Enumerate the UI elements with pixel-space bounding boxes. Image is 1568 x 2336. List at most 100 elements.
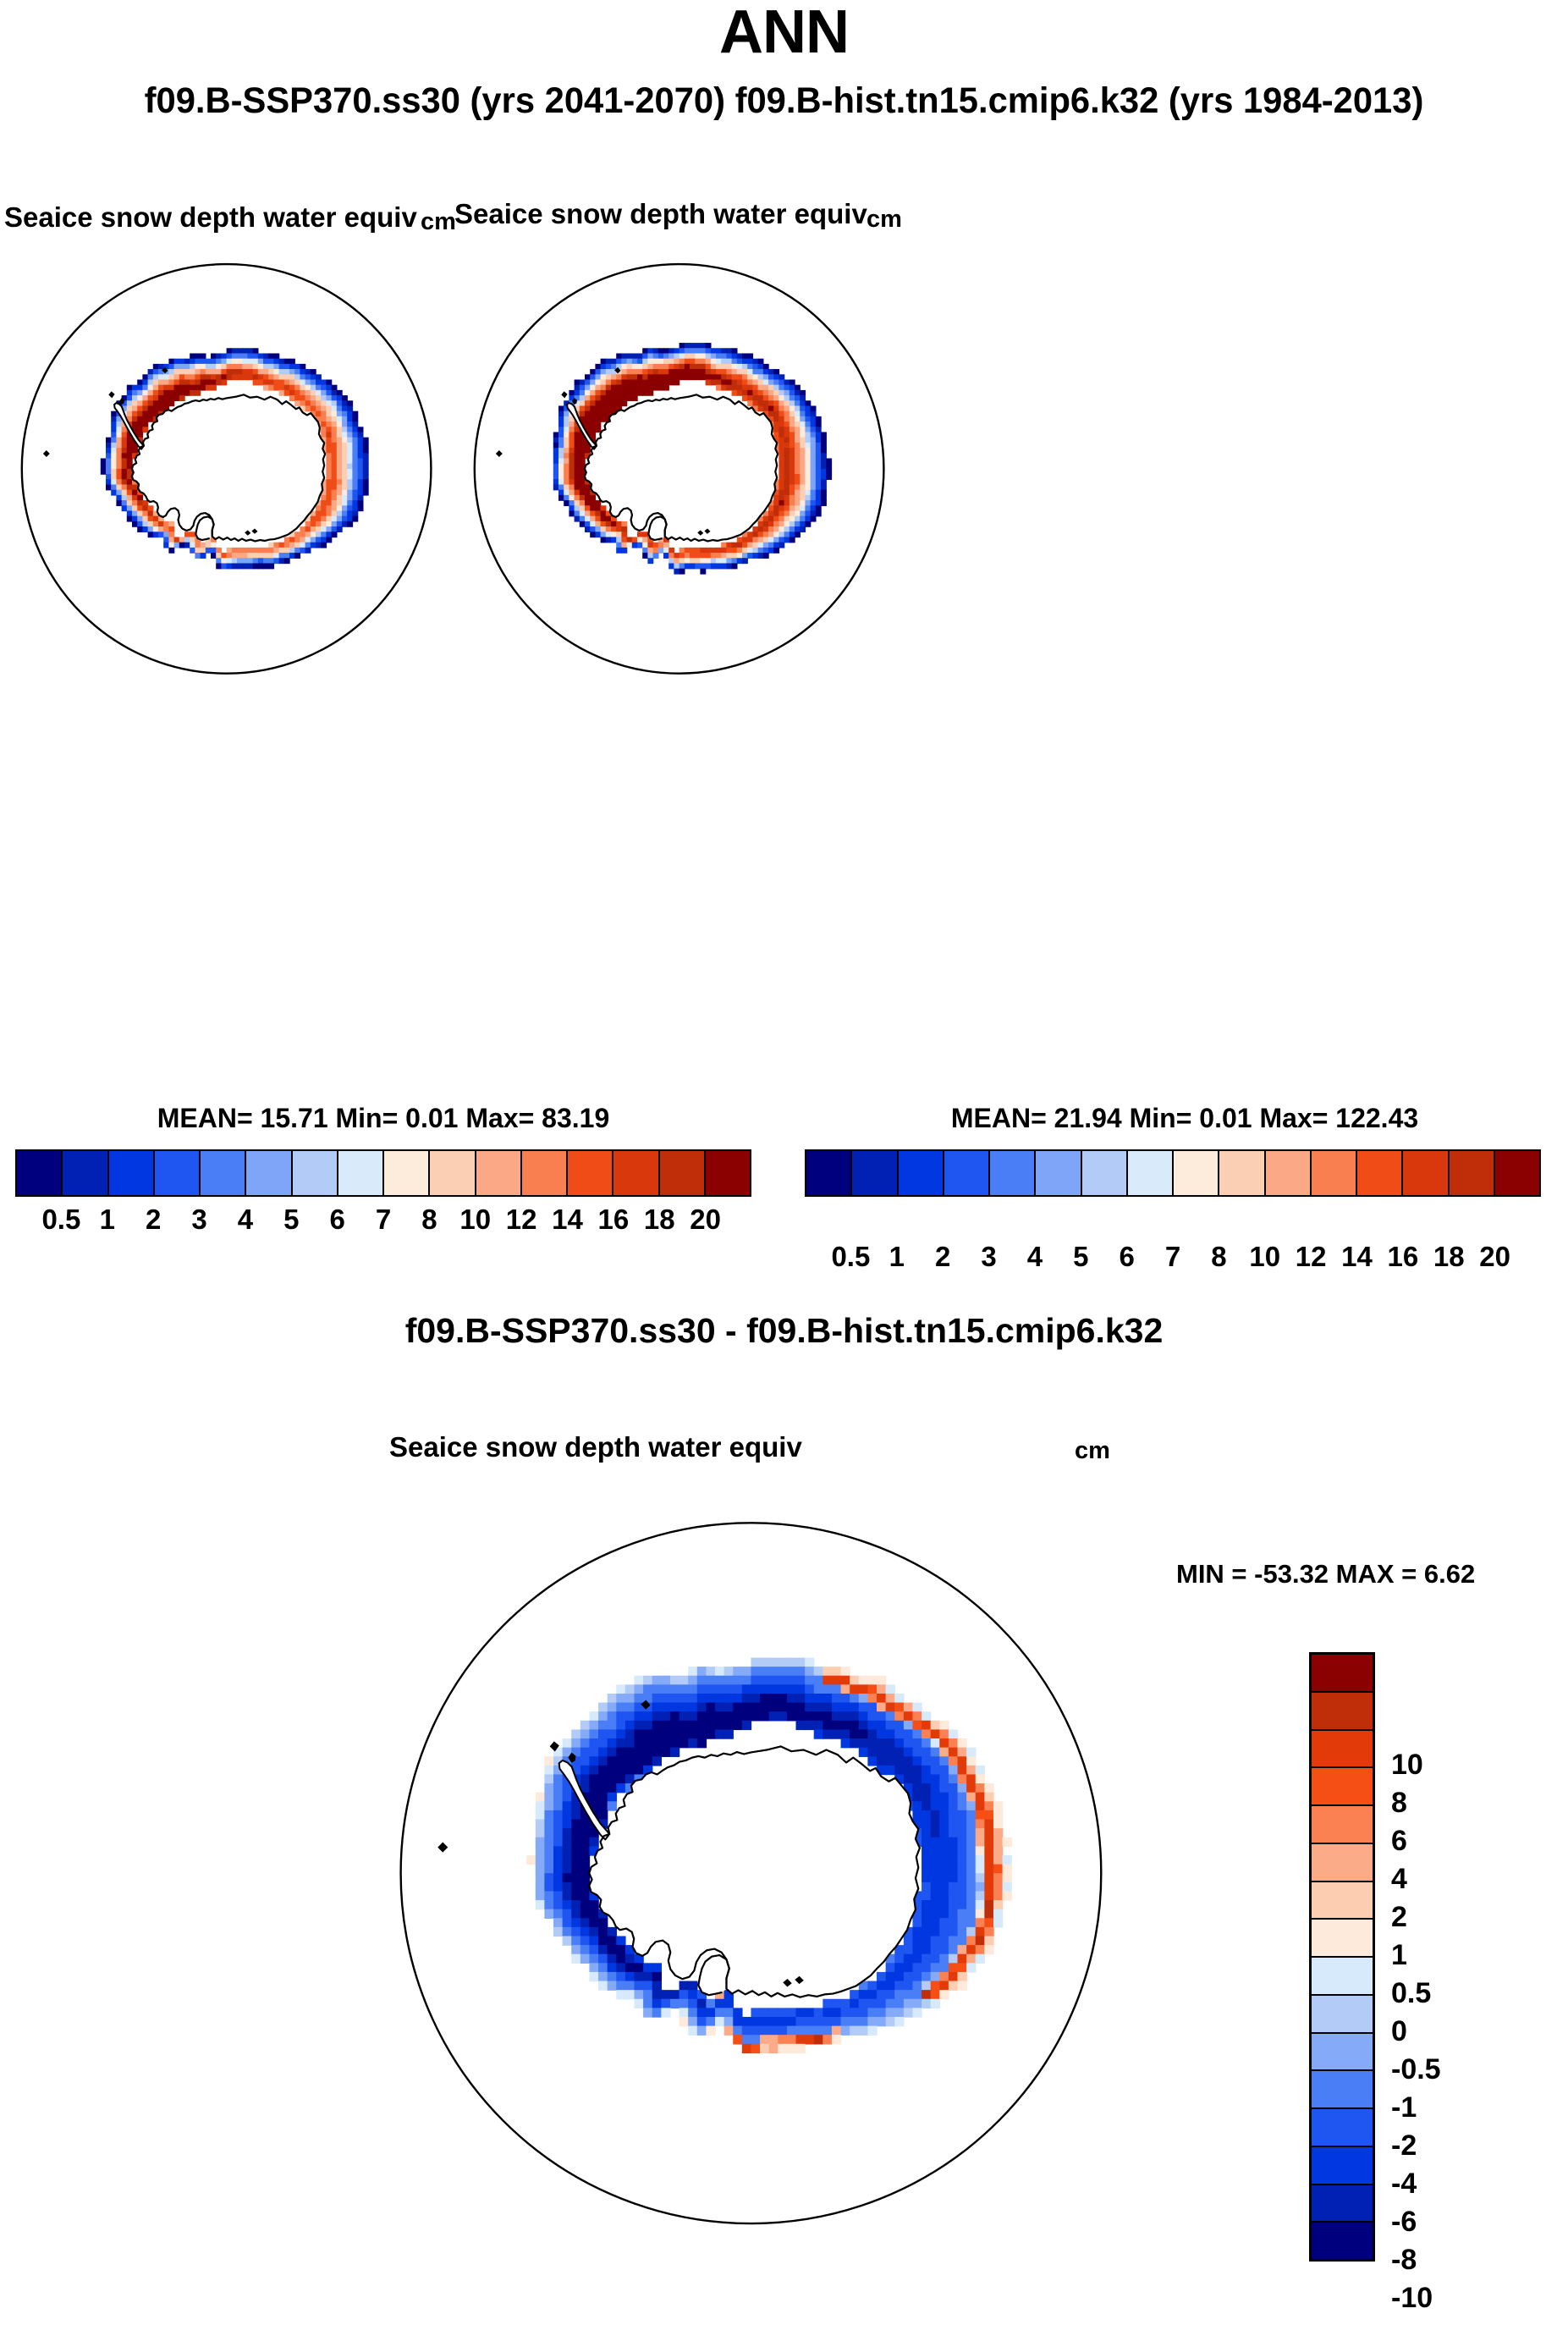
colorbar-tick-label: 0.5 [831, 1241, 871, 1272]
antarctic-peninsula [558, 1759, 611, 1841]
colorbar-tick-label: 8 [1211, 1241, 1227, 1272]
season-title: ANN [719, 0, 850, 66]
map-boundary-circle [473, 262, 885, 675]
colorbar-cell [1127, 1151, 1174, 1195]
colorbar-cell [1265, 1151, 1312, 1195]
colorbar-tick-label: 6 [1391, 1825, 1407, 1857]
colorbar-tick-label: 2 [145, 1204, 162, 1235]
colorbar-cell [521, 1151, 568, 1195]
colorbar-cell [1494, 1151, 1539, 1195]
colorbar-tick-label: 14 [552, 1204, 583, 1235]
island [251, 528, 258, 534]
colorbar-cell [1357, 1151, 1404, 1195]
colorbar-tick-label: 14 [1341, 1241, 1373, 1272]
colorbar-cell [898, 1151, 944, 1195]
case-comparison-subtitle: f09.B-SSP370.ss30 (yrs 2041-2070) f09.B-… [144, 80, 1424, 121]
antarctic-map-test-case [4, 250, 444, 711]
map-boundary-circle [399, 1522, 1103, 2225]
colorbar-tick-label: 12 [1295, 1241, 1327, 1272]
colorbar-tick-label: 18 [1433, 1241, 1465, 1272]
right-panel-stats: MEAN= 21.94 Min= 0.01 Max= 122.43 [950, 1103, 1419, 1133]
colorbar-left-ticks: 0.5 1 2 3 4 5 6 7 8 10 12 14 16 18 20 [15, 1205, 751, 1242]
colorbar-cell [852, 1151, 899, 1195]
colorbar-tick-label: 3 [981, 1241, 997, 1272]
colorbar-cell [63, 1151, 109, 1195]
colorbar-cell [944, 1151, 990, 1195]
island [641, 1700, 651, 1710]
colorbar-tick-label: 18 [643, 1204, 675, 1235]
colorbar-tick-label: -8 [1391, 2244, 1417, 2276]
colorbar-tick-label: 6 [329, 1204, 345, 1235]
colorbar-cell [1312, 2146, 1373, 2185]
colorbar-tick-label: 16 [597, 1204, 630, 1235]
island [561, 391, 568, 399]
colorbar-cell [1312, 1995, 1373, 2034]
colorbar-cell [1312, 2071, 1373, 2109]
colorbar-difference [1309, 1652, 1375, 2262]
island [118, 398, 125, 405]
difference-title: f09.B-SSP370.ss30 - f09.B-hist.tn15.cmip… [404, 1311, 1164, 1350]
colorbar-cell [1312, 2223, 1373, 2259]
colorbar-tick-label: 6 [1119, 1241, 1135, 1272]
coastline [583, 394, 779, 543]
right-panel-unit-label: cm [867, 206, 902, 233]
colorbar-tick-label: 7 [375, 1204, 392, 1235]
colorbar-cell [1312, 1655, 1373, 1693]
colorbar-tick-label: 4 [237, 1204, 254, 1235]
colorbar-tick-label: 10 [459, 1204, 492, 1235]
island [568, 1752, 576, 1763]
map-svg [20, 262, 432, 675]
island [783, 1979, 792, 1987]
colorbar-cell [1312, 2033, 1373, 2072]
colorbar-tick-label: 16 [1387, 1241, 1419, 1272]
colorbar-cell [1312, 2109, 1373, 2147]
colorbar-cell [246, 1151, 293, 1195]
colorbar-tick-label: 0.5 [1391, 1977, 1432, 2009]
colorbar-cell [568, 1151, 614, 1195]
colorbar-cell [384, 1151, 431, 1195]
colorbar-cell [1312, 1730, 1373, 1769]
island [108, 391, 115, 399]
colorbar-tick-label: 1 [1391, 1939, 1407, 1971]
colorbar-right-ticks: 0.5 1 2 3 4 5 6 7 8 10 12 14 16 18 20 [805, 1242, 1541, 1280]
colorbar-cell [1312, 1768, 1373, 1806]
antarctica-landmass [584, 394, 778, 542]
antarctic-peninsula [113, 402, 145, 450]
colorbar-cell [1312, 1881, 1373, 1920]
island [495, 450, 503, 457]
island [697, 530, 704, 536]
colorbar-cell [1312, 1692, 1373, 1731]
colorbar-tick-label: 2 [1391, 1901, 1407, 1933]
colorbar-tick-label: -0.5 [1391, 2053, 1441, 2085]
map-boundary-circle [20, 262, 432, 675]
colorbar-tick-label: 10 [1249, 1241, 1281, 1272]
colorbar-cell [1036, 1151, 1082, 1195]
colorbar-cell [806, 1151, 853, 1195]
map-svg [399, 1522, 1103, 2225]
colorbar-cell [1081, 1151, 1128, 1195]
antarctic-map-control-case [457, 250, 897, 711]
island [549, 1741, 559, 1752]
colorbar-tick-label: 2 [934, 1241, 951, 1272]
colorbar-cell [292, 1151, 338, 1195]
colorbar-difference-ticks: 10 8 6 4 2 1 0.5 0 -0.5 -1 -2 -4 -6 -8 -10 [1391, 1727, 1527, 2336]
colorbar-tick-label: 4 [1391, 1863, 1407, 1895]
colorbar-cell [1312, 1806, 1373, 1844]
colorbar-tick-label: -6 [1391, 2206, 1417, 2238]
island [42, 450, 50, 457]
colorbar-cell [1312, 1843, 1373, 1882]
colorbar-tick-label: 8 [1391, 1787, 1407, 1819]
colorbar-tick-label: 1 [99, 1204, 115, 1235]
colorbar-cell [1311, 1151, 1357, 1195]
island [614, 366, 621, 374]
colorbar-cell [1219, 1151, 1266, 1195]
colorbar-tick-label: 7 [1164, 1241, 1181, 1272]
map-svg [473, 262, 885, 675]
colorbar-tick-label: 12 [505, 1204, 537, 1235]
diff-panel-variable-label: Seaice snow depth water equiv [389, 1431, 802, 1463]
colorbar-cell [990, 1151, 1037, 1195]
island [162, 366, 168, 374]
island [437, 1842, 448, 1853]
colorbar-cell [705, 1151, 750, 1195]
left-panel-stats: MEAN= 15.71 Min= 0.01 Max= 83.19 [157, 1103, 610, 1133]
